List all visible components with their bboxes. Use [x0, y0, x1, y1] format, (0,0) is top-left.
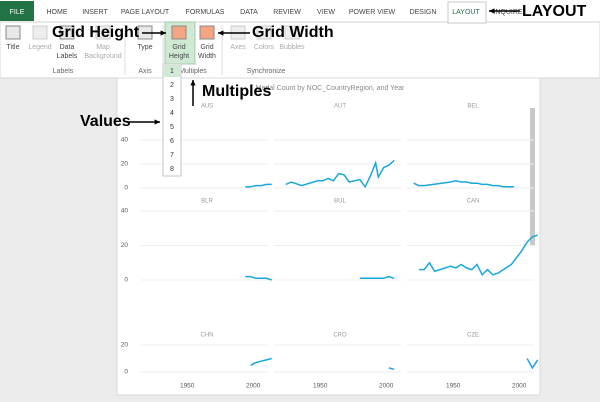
ribbon-button-label[interactable]: Data: [60, 44, 75, 51]
ribbon-tab[interactable]: POWER VIEW: [349, 9, 396, 16]
arrow-head: [218, 30, 224, 36]
y-tick-label: 0: [124, 185, 128, 192]
ribbon-button-label[interactable]: Axes: [230, 44, 246, 51]
ribbon-icon: [256, 25, 272, 40]
panel-title: BUL: [334, 199, 346, 205]
series-line: [285, 159, 395, 189]
ribbon-group-label: Multiples: [179, 68, 207, 75]
y-tick-label: 20: [121, 242, 129, 249]
panel-title: CAN: [467, 199, 480, 205]
chart-panel: [116, 77, 541, 396]
panel-title: AUT: [334, 104, 346, 110]
ribbon-button-label[interactable]: Map: [96, 44, 110, 51]
y-tick-label: 40: [121, 208, 129, 215]
dropdown-menu: [162, 63, 182, 177]
ribbon-button-label[interactable]: Colors: [254, 44, 275, 51]
arrow-head: [160, 30, 166, 36]
series-line: [359, 275, 395, 280]
ribbon-tab[interactable]: DATA: [240, 9, 258, 16]
y-tick-label: 20: [121, 342, 129, 349]
ribbon-button-label[interactable]: Grid: [200, 44, 213, 51]
x-tick-label: 2000: [246, 383, 261, 390]
ribbon-button-label[interactable]: Title: [7, 44, 20, 51]
file-tab-bg: [0, 1, 34, 21]
ribbon-icon: [199, 25, 215, 40]
dropdown-item[interactable]: 7: [170, 152, 174, 159]
dropdown-item[interactable]: 3: [170, 96, 174, 103]
series-line: [526, 358, 539, 370]
annotation: LAYOUT: [522, 3, 587, 20]
ribbon-icon: [59, 25, 75, 40]
dropdown-item[interactable]: 1: [170, 68, 174, 75]
chart-title: Medal Count by NOC_CountryRegion, and Ye…: [256, 85, 405, 92]
annotation: Multiples: [202, 83, 271, 100]
dropdown-item[interactable]: 2: [170, 82, 174, 89]
ribbon-tab[interactable]: INQUIRE: [493, 9, 523, 16]
y-tick-label: 20: [121, 161, 129, 168]
series-line: [245, 183, 272, 188]
annotation: Grid Height: [52, 24, 140, 41]
ribbon-icon: [32, 25, 48, 40]
annotation: Values: [80, 113, 131, 130]
ribbon-icon: [284, 25, 300, 40]
arrow-head: [190, 80, 196, 86]
ribbon-group-label: Synchronize: [247, 68, 286, 75]
ribbon-tab[interactable]: HOME: [47, 9, 68, 16]
ribbon-group-label: Axis: [138, 68, 152, 75]
arrow-head: [154, 119, 160, 125]
dropdown-item[interactable]: 8: [170, 166, 174, 173]
x-tick-label: 1950: [313, 383, 328, 390]
button-highlight: [164, 21, 196, 65]
panel-title: CHN: [201, 333, 214, 339]
ribbon-button-label[interactable]: Type: [137, 44, 152, 51]
annotation-bg: [488, 3, 583, 20]
series-line: [388, 367, 395, 371]
x-tick-label: 2000: [512, 383, 527, 390]
panel-title: CZE: [467, 333, 479, 339]
x-tick-label: 1950: [446, 383, 461, 390]
ribbon-tab[interactable]: DESIGN: [410, 9, 437, 16]
ribbon-tab[interactable]: VIEW: [317, 9, 335, 16]
annotation: Grid Width: [252, 24, 334, 41]
ribbon-button-label[interactable]: Legend: [28, 44, 51, 51]
ribbon-button-label[interactable]: Height: [169, 53, 189, 60]
ribbon-button-label[interactable]: Labels: [57, 53, 78, 60]
x-tick-label: 1950: [180, 383, 195, 390]
ribbon-tab[interactable]: FORMULAS: [186, 9, 225, 16]
ribbon-button-label[interactable]: Background: [84, 53, 121, 60]
y-tick-label: 0: [124, 369, 128, 376]
ribbon-icon: [171, 25, 187, 40]
panel-title: BEL: [467, 104, 479, 110]
panel-title: BLR: [201, 199, 213, 205]
active-tab-bg: [447, 1, 487, 24]
ribbon-button-label[interactable]: Bubbles: [279, 44, 305, 51]
dropdown-highlight: [164, 65, 180, 77]
dropdown-item[interactable]: 6: [170, 138, 174, 145]
ribbon-button-label[interactable]: Grid: [172, 44, 185, 51]
series-line: [245, 275, 272, 281]
series-line: [418, 234, 538, 277]
scrollbar: [530, 108, 535, 245]
ribbon-tab[interactable]: FILE: [10, 9, 25, 16]
ribbon-tab[interactable]: PAGE LAYOUT: [121, 9, 170, 16]
ribbon-icon: [5, 25, 21, 40]
ribbon-tab[interactable]: REVIEW: [273, 9, 301, 16]
series-line: [413, 180, 514, 188]
ribbon-tab[interactable]: LAYOUT: [452, 9, 480, 16]
ribbon-icon: [95, 25, 111, 40]
ribbon-button-label[interactable]: Width: [198, 53, 216, 60]
series-line: [250, 357, 272, 366]
ribbon-group-label: Labels: [53, 68, 74, 75]
arrow-head: [489, 8, 495, 14]
y-tick-label: 0: [124, 277, 128, 284]
panel-title: CRO: [333, 333, 347, 339]
dropdown-item[interactable]: 4: [170, 110, 174, 117]
x-tick-label: 2000: [379, 383, 394, 390]
ribbon-tab[interactable]: INSERT: [82, 9, 108, 16]
panel-title: AUS: [201, 104, 213, 110]
dropdown-item[interactable]: 5: [170, 124, 174, 131]
y-tick-label: 40: [121, 137, 129, 144]
